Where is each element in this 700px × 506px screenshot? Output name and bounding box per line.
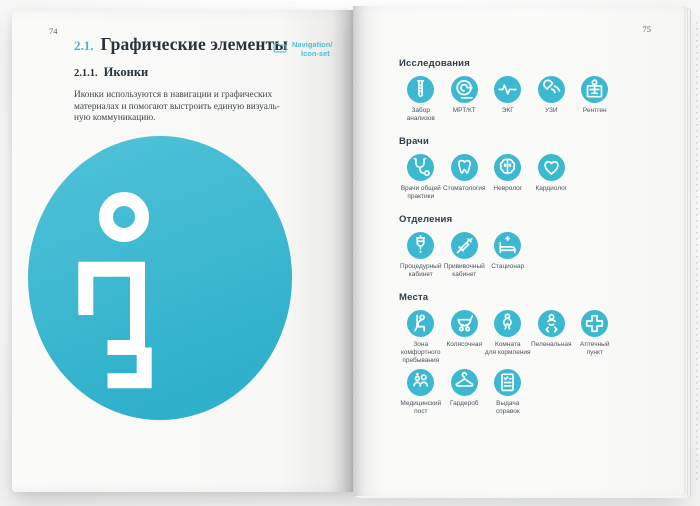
icon-section: Исследования Забор анализов МРТ/КТ ЭКГ У… <box>399 58 623 127</box>
icon-tile: Кардиолог <box>530 154 574 201</box>
certificate-doc-icon <box>494 369 522 396</box>
icon-tile: Медицинский пост <box>399 369 443 416</box>
icon-tile: Стационар <box>486 232 530 279</box>
heart-icon <box>537 154 565 181</box>
icon-label: Врачи общей практики <box>400 185 441 200</box>
icon-section: Места Зона комфортного пребывания Колясо… <box>399 292 623 420</box>
icon-tile: Аптечный пункт <box>573 310 617 365</box>
icon-label: Стационар <box>491 263 525 270</box>
ecg-pulse-icon <box>494 76 522 103</box>
test-tube-icon <box>407 76 435 103</box>
icon-section-title: Исследования <box>399 58 470 69</box>
icon-label: Колясочная <box>446 341 482 348</box>
icon-tile: Прививочный кабинет <box>443 232 487 279</box>
icon-tile: Пеленальная <box>530 310 574 365</box>
tooth-icon <box>450 154 478 181</box>
icon-tile: Врачи общей практики <box>399 154 443 201</box>
icon-tile: Стоматология <box>443 154 487 201</box>
icon-label: ЭКГ <box>501 107 514 114</box>
icon-label: Аптечный пункт <box>580 341 610 356</box>
icon-sections: Исследования Забор анализов МРТ/КТ ЭКГ У… <box>399 58 623 429</box>
subsection-number: 2.1.1. <box>74 68 98 79</box>
icon-tile: Выдача справок <box>486 369 530 416</box>
icon-tile: Зона комфортного пребывания <box>399 310 443 365</box>
chapter-title: Графические элементы <box>100 34 288 54</box>
stethoscope-icon <box>407 154 435 181</box>
page-number: 74 <box>49 26 58 36</box>
icon-section: Отделения Процедурный кабинет Прививочны… <box>399 214 623 283</box>
icon-label: Зона комфортного пребывания <box>401 341 441 364</box>
icon-tile: Невролог <box>486 154 530 201</box>
right-page: 75 Исследования Забор анализов МРТ/КТ ЭК… <box>353 6 684 496</box>
icon-section-title: Места <box>399 292 429 303</box>
icon-tiles: Забор анализов МРТ/КТ ЭКГ УЗИ Рентген <box>399 76 617 127</box>
subsection-heading: 2.1.1. Иконки <box>74 65 148 80</box>
page-edge-texture <box>696 22 698 480</box>
icon-tile: Забор анализов <box>399 76 443 123</box>
nursing-room-icon <box>494 310 522 337</box>
icon-label: Комната для кормления <box>484 341 531 356</box>
icon-section-title: Врачи <box>399 136 430 147</box>
subsection-title: Иконки <box>103 65 149 79</box>
icon-label: Невролог <box>493 185 523 192</box>
icon-label: Гардероб <box>449 400 479 407</box>
left-page: 74 2.1. Графические элементы 2.1.1. Икон… <box>12 10 353 492</box>
icon-tile: МРТ/КТ <box>443 76 487 123</box>
info-i-icon <box>28 136 292 420</box>
spine-stitching <box>352 14 354 488</box>
chapter-number: 2.1. <box>74 38 94 53</box>
folder-icon <box>273 40 287 58</box>
ultrasound-probe-icon <box>537 76 565 103</box>
mri-scanner-icon <box>450 76 478 103</box>
baby-changing-icon <box>537 310 565 337</box>
stroller-icon <box>450 310 478 337</box>
icon-label: Процедурный кабинет <box>399 263 442 278</box>
icon-tile: Рентген <box>573 76 617 123</box>
icon-label: Рентген <box>582 107 607 114</box>
icon-tile: Гардероб <box>443 369 487 416</box>
nav-tag: Navigation/ Icon-set <box>273 40 332 58</box>
icon-label: Медицинский пост <box>400 400 442 415</box>
pharmacy-cross-icon <box>581 310 609 337</box>
lounge-chair-icon <box>407 310 435 337</box>
syringe-icon <box>450 232 478 259</box>
icon-label: Стоматология <box>442 185 486 192</box>
iv-drip-icon <box>407 232 435 259</box>
icon-section-title: Отделения <box>399 214 453 225</box>
icon-tiles: Процедурный кабинет Прививочный кабинет … <box>399 232 617 283</box>
body-paragraph: Иконки используются в навигации и графич… <box>74 90 280 124</box>
nav-tag-label: Navigation/ Icon-set <box>292 40 333 58</box>
icon-label: Забор анализов <box>406 107 435 122</box>
icon-label: Выдача справок <box>495 400 520 415</box>
medical-post-icon <box>407 369 435 396</box>
icon-label: МРТ/КТ <box>452 107 476 114</box>
icon-label: Прививочный кабинет <box>443 263 485 278</box>
icon-tile: Комната для кормления <box>485 310 531 365</box>
page-number: 75 <box>642 24 652 34</box>
brain-icon <box>494 154 522 181</box>
icon-tile: Колясочная <box>443 310 487 365</box>
chapter-heading: 2.1. Графические элементы <box>74 34 288 55</box>
icon-tile: УЗИ <box>530 76 574 123</box>
icon-label: Кардиолог <box>535 185 568 192</box>
icon-label: Пеленальная <box>530 341 572 348</box>
icon-label: УЗИ <box>544 107 558 114</box>
xray-icon <box>581 76 609 103</box>
icon-tile: ЭКГ <box>486 76 530 123</box>
hospital-bed-icon <box>494 232 522 259</box>
icon-tiles: Врачи общей практики Стоматология Неврол… <box>399 154 617 205</box>
coat-hanger-icon <box>450 369 478 396</box>
icon-section: Врачи Врачи общей практики Стоматология … <box>399 136 623 205</box>
icon-tile: Процедурный кабинет <box>399 232 443 279</box>
open-book: 74 2.1. Графические элементы 2.1.1. Икон… <box>12 6 690 498</box>
icon-tiles: Зона комфортного пребывания Колясочная К… <box>399 310 617 420</box>
